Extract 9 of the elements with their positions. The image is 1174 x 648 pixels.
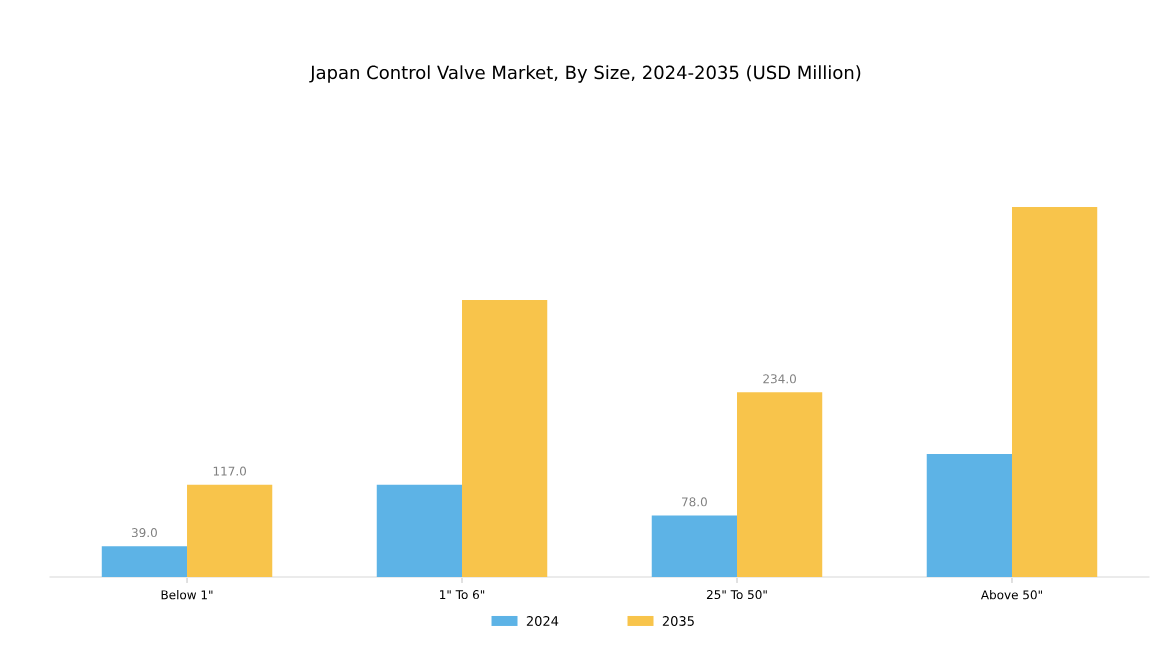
bar bbox=[651, 515, 737, 577]
bar bbox=[737, 392, 823, 577]
chart-title: Japan Control Valve Market, By Size, 2024-2035 (USD Million) bbox=[309, 65, 861, 83]
bar bbox=[187, 484, 273, 577]
bar bbox=[1011, 206, 1098, 577]
bar bbox=[462, 300, 548, 577]
bar bbox=[926, 453, 1012, 577]
bar bbox=[376, 484, 463, 577]
bar bbox=[101, 546, 188, 577]
